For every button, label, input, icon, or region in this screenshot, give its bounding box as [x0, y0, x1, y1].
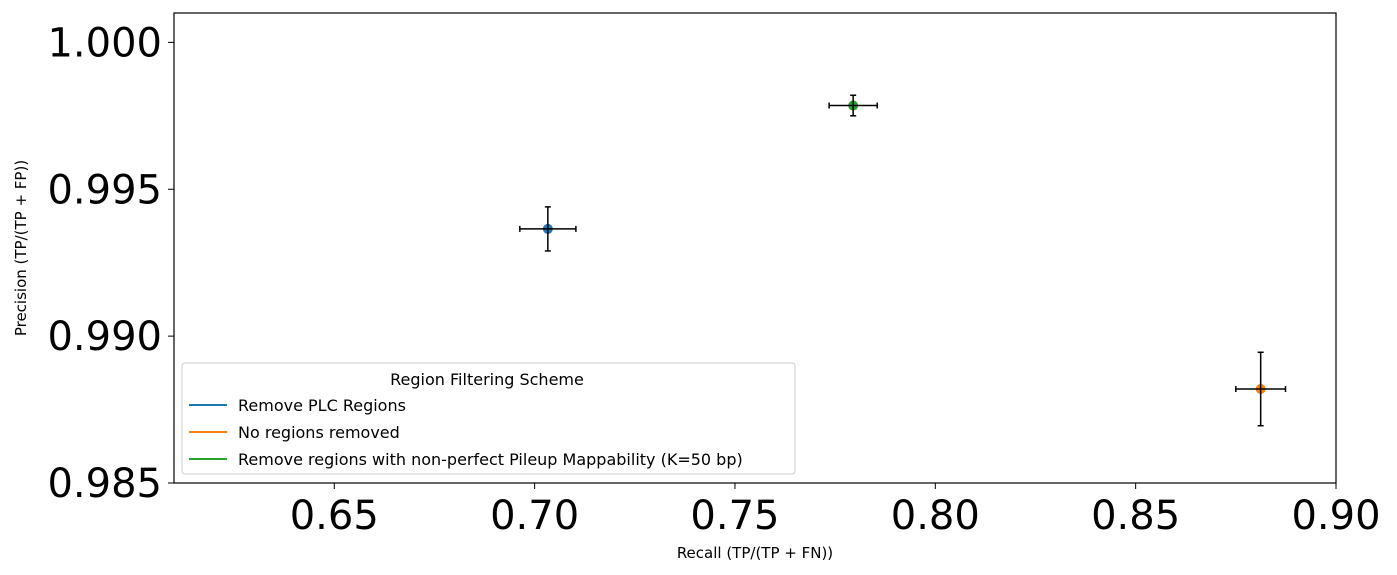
legend-label: No regions removed	[238, 423, 400, 442]
y-tick-label: 0.990	[47, 314, 162, 360]
y-axis-label: Precision (TP/(TP + FP))	[12, 160, 30, 336]
x-tick-label: 0.80	[891, 493, 980, 539]
legend-label: Remove PLC Regions	[238, 396, 406, 415]
x-tick-label: 0.70	[490, 493, 579, 539]
data-point-2	[1235, 351, 1287, 427]
y-tick-label: 1.000	[47, 20, 162, 66]
data-point-3	[828, 94, 878, 117]
x-tick-label: 0.85	[1091, 493, 1180, 539]
legend-item-3: Remove regions with non-perfect Pileup M…	[189, 450, 743, 469]
legend-item-1: Remove PLC Regions	[189, 396, 406, 415]
data-points	[519, 94, 1287, 427]
y-tick-label: 0.995	[47, 167, 162, 213]
legend-item-2: No regions removed	[189, 423, 400, 442]
y-axis: 0.985 0.990 0.995 1.000	[47, 20, 174, 507]
x-tick-label: 0.75	[690, 493, 779, 539]
y-tick-label: 0.985	[47, 461, 162, 507]
legend: Region Filtering Scheme Remove PLC Regio…	[181, 362, 796, 475]
legend-box	[181, 362, 796, 475]
legend-title: Region Filtering Scheme	[390, 370, 584, 389]
x-axis: 0.65 0.70 0.75 0.80 0.85 0.90	[290, 483, 1381, 539]
x-tick-label: 0.90	[1291, 493, 1380, 539]
x-tick-label: 0.65	[290, 493, 379, 539]
legend-label: Remove regions with non-perfect Pileup M…	[238, 450, 743, 469]
data-point-1	[519, 206, 577, 252]
x-axis-label: Recall (TP/(TP + FN))	[677, 544, 833, 562]
